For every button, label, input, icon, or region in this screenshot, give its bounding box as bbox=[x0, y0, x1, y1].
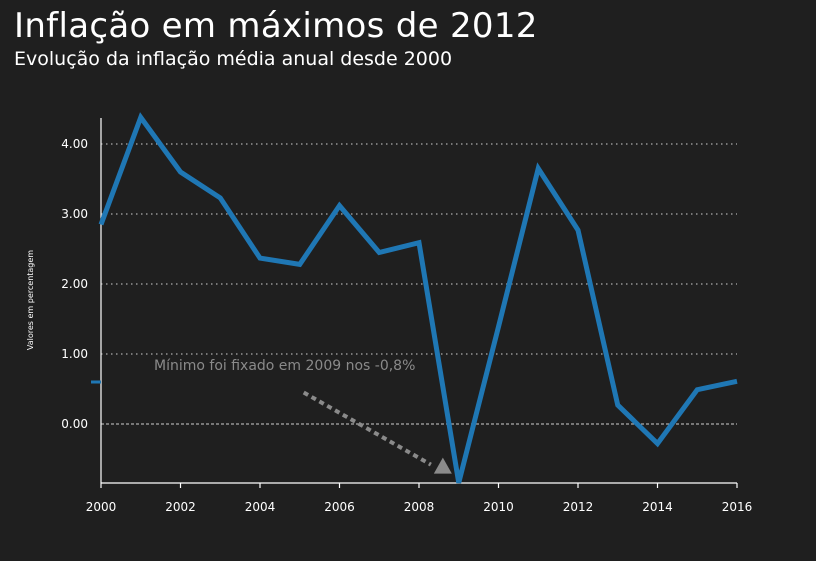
axes bbox=[91, 118, 738, 488]
x-tick-label: 2004 bbox=[245, 500, 276, 514]
x-tick-label: 2008 bbox=[404, 500, 435, 514]
y-tick-label: 1.00 bbox=[61, 347, 88, 361]
annotation-arrowhead bbox=[433, 457, 452, 474]
annotation-text: Mínimo foi fixado em 2009 nos -0,8% bbox=[154, 358, 415, 374]
series-line-0 bbox=[98, 112, 738, 484]
y-tick-label: 2.00 bbox=[61, 277, 88, 291]
annotation bbox=[302, 390, 452, 474]
tick-labels: 0.00 1.00 2.00 3.00 4.00 2000 2002 2004 2006 2008… bbox=[61, 137, 752, 514]
chart-title: Inflação em máximos de 2012 bbox=[14, 6, 538, 46]
y-tick-label: 3.00 bbox=[61, 207, 88, 221]
series bbox=[98, 112, 738, 484]
y-tick-label: 4.00 bbox=[61, 137, 88, 151]
y-tick-label: 0.00 bbox=[61, 417, 88, 431]
x-tick-label: 2010 bbox=[483, 500, 514, 514]
x-tick-label: 2014 bbox=[642, 500, 673, 514]
x-tick-label: 2006 bbox=[324, 500, 355, 514]
annotation-arrow-line bbox=[302, 390, 432, 467]
chart-subtitle: Evolução da inflação média anual desde 2… bbox=[14, 48, 453, 70]
x-tick-label: 2000 bbox=[86, 500, 117, 514]
x-tick-label: 2016 bbox=[722, 500, 753, 514]
y-axis-label: Valores em percentagem bbox=[26, 250, 35, 350]
x-tick-label: 2012 bbox=[563, 500, 594, 514]
gridlines bbox=[101, 143, 737, 425]
x-tick-label: 2002 bbox=[165, 500, 196, 514]
